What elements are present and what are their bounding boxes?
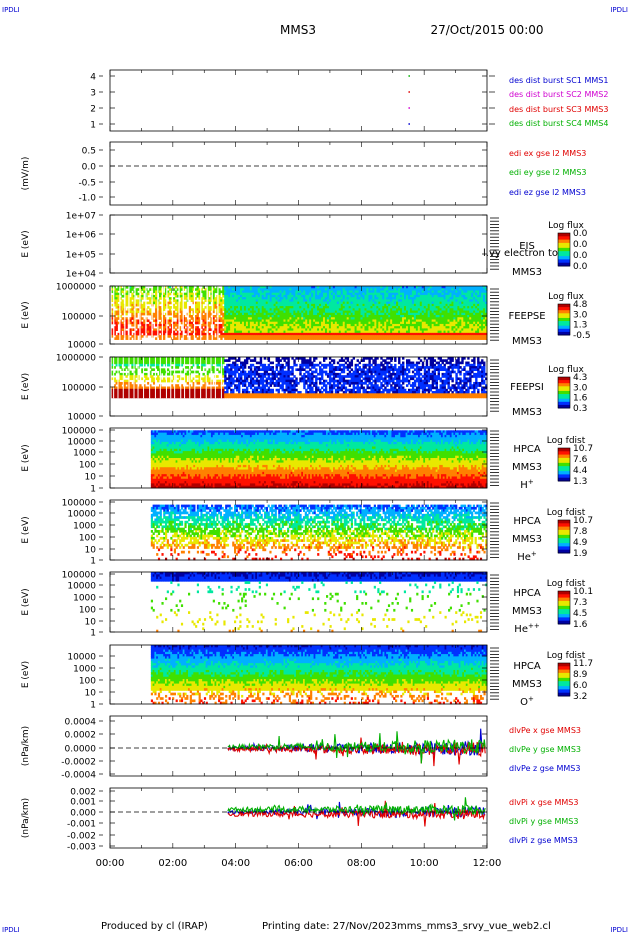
feepse-cell — [147, 293, 149, 296]
header-right-corner: IPDLI — [610, 6, 628, 14]
feepse-cell — [159, 302, 161, 305]
eis-colorbar-tick: 0.0 — [573, 240, 588, 250]
edi_e-panel: (mV/m) 0.5 0.0 -0.5 -1.0 edi ex gse l2 MMS3 ed… — [21, 142, 587, 205]
plot-canvas: IPDLI IPDLI MMS3 27/Oct/2015 00:00 1 2 3 4 d… — [0, 0, 630, 934]
des_dist_burst-legend-entry: des dist burst SC2 MMS2 — [509, 90, 608, 99]
des_dist_burst-ytick-label: 4 — [90, 73, 96, 83]
des_dist_burst-frame — [110, 70, 487, 131]
eis-ytick-label: 1e+07 — [66, 212, 96, 222]
des_dist_burst-legend-entry: des dist burst SC1 MMS1 — [509, 76, 608, 85]
edi_e-ytick-label: 0.0 — [82, 163, 97, 173]
edi_e-frame — [110, 142, 487, 205]
eis-frame — [110, 215, 487, 273]
des_dist_burst-ytick-label: 2 — [90, 105, 96, 115]
edi_e-legend-entry: edi ey gse l2 MMS3 — [509, 168, 587, 177]
eis-ytick-label: 1e+06 — [66, 231, 97, 241]
des_dist_burst-ytick-label: 1 — [90, 121, 96, 131]
eis-colorbar-tick: 0.0 — [573, 251, 588, 261]
feepse-cell — [163, 337, 165, 340]
feepse-cell — [116, 328, 118, 331]
eis-overlay-text: l.vy electron to — [483, 248, 558, 259]
des_dist_burst-ytick-label: 3 — [90, 89, 96, 99]
eis-colorbar-tick: 0.0 — [573, 262, 588, 272]
feepse-cell — [141, 297, 143, 300]
eis-ylabel: E (eV) — [21, 230, 31, 257]
edi_e-ytick-label: -0.5 — [78, 179, 96, 189]
plot-date: 27/Oct/2015 00:00 — [430, 23, 543, 37]
mms-summary-plot: IPDLI IPDLI MMS3 27/Oct/2015 00:00 1 2 3 4 d… — [0, 0, 630, 934]
feepse-cell — [125, 326, 127, 329]
feepse-cell — [204, 337, 206, 340]
eis-right-label: MMS3 — [512, 267, 542, 278]
feepse-cell — [135, 315, 137, 318]
feepse-cell — [135, 337, 137, 340]
eis-ytick-label: 1e+05 — [66, 251, 96, 261]
header-left-corner: IPDLI — [2, 6, 20, 14]
edi_e-ylabel: (mV/m) — [21, 157, 31, 191]
des_dist_burst-panel: 1 2 3 4 des dist burst SC1 MMS1 des dist burs… — [90, 70, 608, 131]
edi_e-legend-entry: edi ex gse l2 MMS3 — [509, 149, 586, 158]
edi_e-ytick-label: 0.5 — [82, 147, 96, 157]
eis-ytick-label: 1e+04 — [66, 270, 97, 280]
eis-colorbar-tick: 0.0 — [573, 229, 588, 239]
feepse-cell — [185, 306, 187, 309]
des_dist_burst-legend-entry: des dist burst SC3 MMS3 — [509, 105, 608, 114]
edi_e-legend-entry: edi ez gse l2 MMS3 — [509, 188, 586, 197]
plot-title: MMS3 — [280, 23, 316, 37]
feepse-ylabel: E (eV) — [21, 301, 31, 328]
edi_e-ytick-label: -1.0 — [78, 194, 96, 204]
des_dist_burst-legend-entry: des dist burst SC4 MMS4 — [509, 119, 608, 128]
